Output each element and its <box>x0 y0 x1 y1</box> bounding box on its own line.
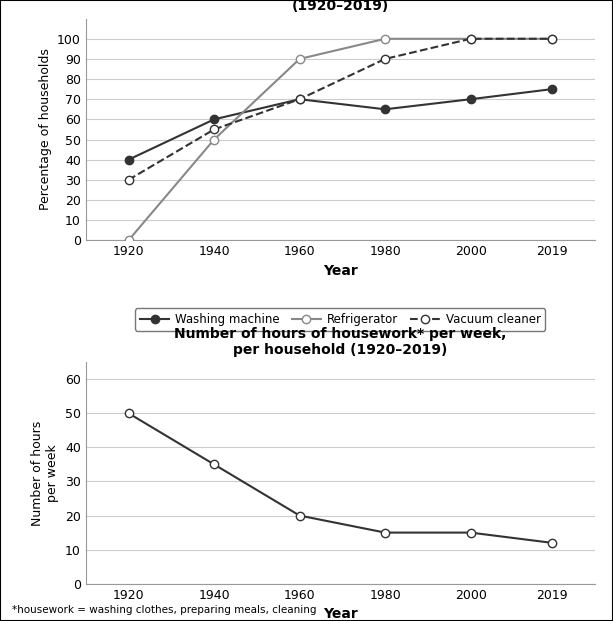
X-axis label: Year: Year <box>323 264 357 278</box>
Y-axis label: Number of hours
per week: Number of hours per week <box>31 420 59 525</box>
Title: Percentage of households with electrical appliances
(1920–2019): Percentage of households with electrical… <box>135 0 545 13</box>
X-axis label: Year: Year <box>323 607 357 621</box>
Legend: Washing machine, Refrigerator, Vacuum cleaner: Washing machine, Refrigerator, Vacuum cl… <box>135 308 546 330</box>
Text: *housework = washing clothes, preparing meals, cleaning: *housework = washing clothes, preparing … <box>12 605 317 615</box>
Y-axis label: Percentage of households: Percentage of households <box>39 48 51 211</box>
Title: Number of hours of housework* per week,
per household (1920–2019): Number of hours of housework* per week, … <box>174 327 506 357</box>
